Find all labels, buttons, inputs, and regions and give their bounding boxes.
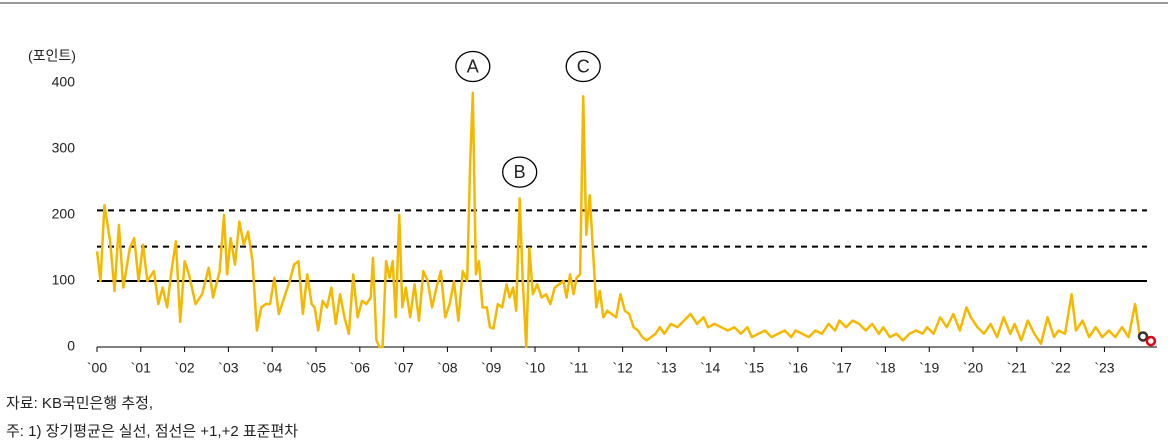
y-tick-label: 200 <box>52 206 76 222</box>
annotation-circle <box>565 50 601 83</box>
x-tick-label: `18 <box>875 360 895 376</box>
x-tick-label: `17 <box>832 360 852 376</box>
source-note: 자료: KB국민은행 추정, <box>6 395 153 412</box>
x-tick-label: `20 <box>963 360 983 376</box>
annotation-label: B <box>514 162 526 182</box>
x-tick-label: `03 <box>218 360 238 376</box>
x-tick-label: `10 <box>525 360 545 376</box>
y-tick-label: 100 <box>52 272 76 288</box>
annotation-circle <box>502 156 538 188</box>
x-tick-label: `23 <box>1094 360 1114 376</box>
x-tick-label: `21 <box>1007 360 1027 376</box>
x-tick-label: `02 <box>174 360 194 376</box>
y-tick-label: 0 <box>67 338 75 354</box>
annotation-circle <box>455 50 491 83</box>
x-tick-label: `16 <box>788 360 808 376</box>
x-tick-label: `08 <box>437 360 457 376</box>
x-tick-label: `15 <box>744 360 764 376</box>
y-axis-label: (포인트) <box>28 48 76 64</box>
y-tick-label: 300 <box>52 140 76 156</box>
end-marker <box>1145 335 1157 347</box>
x-tick-label: `12 <box>613 360 633 376</box>
y-tick-label: 400 <box>52 74 76 90</box>
x-tick-label: `06 <box>350 360 370 376</box>
footnote: 주: 1) 장기평균은 실선, 점선은 +1,+2 표준편차 <box>6 423 298 440</box>
annotation-label: A <box>467 56 479 76</box>
x-tick-label: `00 <box>87 360 107 376</box>
x-tick-label: `13 <box>656 360 676 376</box>
x-tick-label: `19 <box>919 360 939 376</box>
annotation-label: C <box>577 56 590 76</box>
x-tick-label: `05 <box>306 360 326 376</box>
x-tick-label: `01 <box>131 360 151 376</box>
x-tick-label: `14 <box>700 360 720 376</box>
x-tick-label: `04 <box>262 360 282 376</box>
x-tick-label: `11 <box>569 360 588 376</box>
x-tick-label: `09 <box>481 360 501 376</box>
end-marker <box>1137 331 1149 342</box>
data-line <box>95 91 1144 349</box>
x-tick-label: `07 <box>393 360 413 376</box>
x-tick-label: `22 <box>1051 360 1071 376</box>
